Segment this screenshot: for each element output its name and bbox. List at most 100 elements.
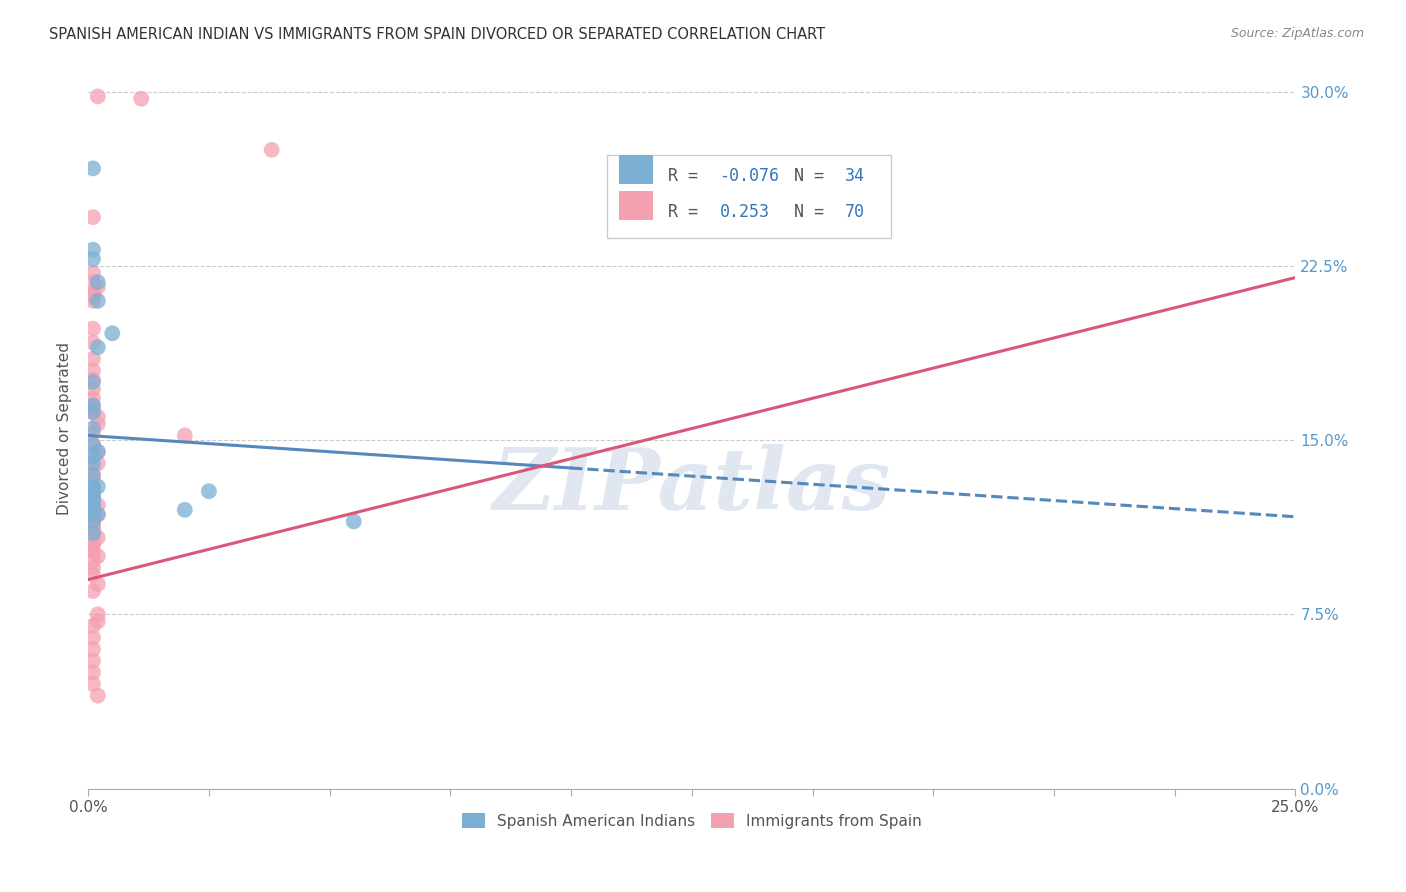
Point <box>82 493 104 508</box>
FancyBboxPatch shape <box>607 155 891 238</box>
FancyBboxPatch shape <box>620 191 654 219</box>
Point <box>82 373 104 387</box>
Point <box>87 340 110 354</box>
Point <box>82 515 104 529</box>
Point <box>82 266 104 280</box>
Point <box>87 498 110 512</box>
Point <box>82 503 104 517</box>
Point <box>87 456 110 470</box>
Point <box>82 496 104 510</box>
Point <box>87 508 110 522</box>
Point <box>260 143 283 157</box>
Point <box>82 544 104 558</box>
Point <box>82 526 104 541</box>
Point <box>82 503 104 517</box>
Text: Source: ZipAtlas.com: Source: ZipAtlas.com <box>1230 27 1364 40</box>
Point <box>87 275 110 289</box>
Point <box>101 326 124 341</box>
Point <box>82 508 104 522</box>
Text: ZIPatlas: ZIPatlas <box>492 444 891 528</box>
Point <box>198 484 221 499</box>
Point <box>82 438 104 452</box>
Point <box>129 92 152 106</box>
Point <box>173 428 195 442</box>
Point <box>82 554 104 568</box>
Point <box>82 484 104 499</box>
Point <box>82 450 104 464</box>
Point <box>87 531 110 545</box>
Text: -0.076: -0.076 <box>720 167 779 186</box>
Point <box>87 444 110 458</box>
Point <box>82 484 104 499</box>
Point <box>343 515 366 529</box>
Point <box>87 549 110 564</box>
Point <box>82 161 104 176</box>
Point <box>82 286 104 301</box>
Point <box>82 351 104 366</box>
Point <box>82 519 104 533</box>
Point <box>82 438 104 452</box>
Point <box>82 491 104 506</box>
Point <box>82 480 104 494</box>
Point <box>82 584 104 599</box>
Point <box>82 398 104 412</box>
Point <box>87 577 110 591</box>
Point <box>82 631 104 645</box>
Point <box>82 375 104 389</box>
Point <box>82 243 104 257</box>
Point <box>82 484 104 499</box>
Text: R =: R = <box>668 203 717 221</box>
Point <box>82 461 104 475</box>
Point <box>82 403 104 417</box>
Point <box>87 615 110 629</box>
Point <box>82 456 104 470</box>
Point <box>87 409 110 424</box>
Point <box>82 210 104 224</box>
Legend: Spanish American Indians, Immigrants from Spain: Spanish American Indians, Immigrants fro… <box>456 806 928 835</box>
Point <box>82 561 104 575</box>
Point <box>173 503 195 517</box>
Point <box>87 417 110 431</box>
Text: SPANISH AMERICAN INDIAN VS IMMIGRANTS FROM SPAIN DIVORCED OR SEPARATED CORRELATI: SPANISH AMERICAN INDIAN VS IMMIGRANTS FR… <box>49 27 825 42</box>
Point <box>87 607 110 622</box>
Point <box>82 405 104 419</box>
Point <box>82 293 104 308</box>
Point <box>87 689 110 703</box>
Point <box>82 654 104 668</box>
Point <box>82 503 104 517</box>
Point <box>82 467 104 482</box>
Text: N =: N = <box>794 203 834 221</box>
Point <box>82 382 104 396</box>
Point <box>82 275 104 289</box>
Point <box>82 508 104 522</box>
Point <box>82 321 104 335</box>
Point <box>82 619 104 633</box>
Point <box>82 405 104 419</box>
Point <box>87 280 110 294</box>
Point <box>82 521 104 535</box>
Point <box>82 503 104 517</box>
Text: N =: N = <box>794 167 834 186</box>
Point <box>82 544 104 558</box>
Point <box>82 491 104 506</box>
Point <box>82 538 104 552</box>
Point <box>82 515 104 529</box>
Point <box>82 526 104 541</box>
Point <box>82 515 104 529</box>
Text: R =: R = <box>668 167 707 186</box>
Point <box>82 665 104 680</box>
Point <box>87 293 110 308</box>
Point <box>82 335 104 350</box>
Point <box>82 392 104 406</box>
Point <box>82 489 104 503</box>
Point <box>82 252 104 266</box>
Point <box>82 286 104 301</box>
Point <box>87 480 110 494</box>
Y-axis label: Divorced or Separated: Divorced or Separated <box>58 342 72 515</box>
Point <box>82 531 104 545</box>
Point <box>82 363 104 377</box>
Text: 70: 70 <box>845 203 865 221</box>
Point <box>82 467 104 482</box>
Point <box>82 480 104 494</box>
Text: 34: 34 <box>845 167 865 186</box>
